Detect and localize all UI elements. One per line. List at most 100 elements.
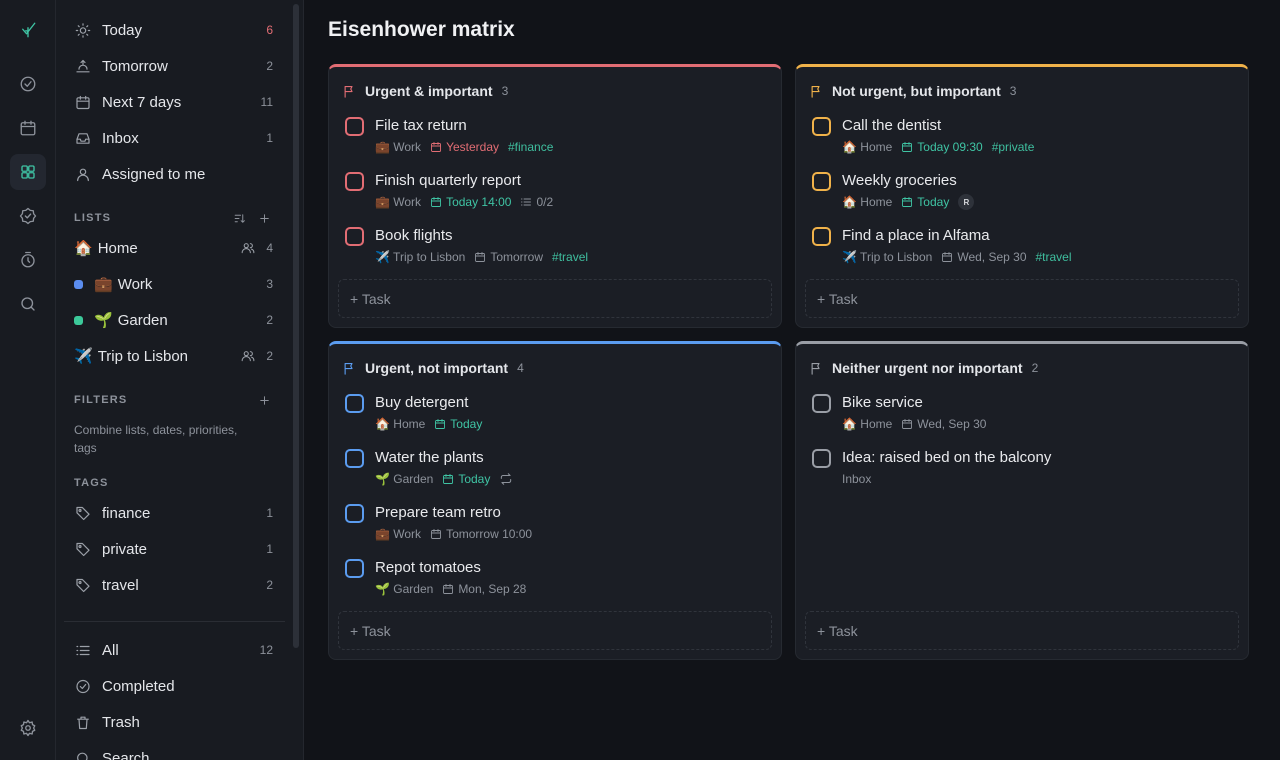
nav-item[interactable]: Completed: [56, 668, 303, 704]
action-button[interactable]: [258, 394, 271, 407]
nav-item[interactable]: All 12: [56, 632, 303, 668]
add-task[interactable]: + Task: [338, 611, 772, 650]
nav-item[interactable]: Inbox 1: [56, 120, 303, 156]
nav-item[interactable]: Next 7 days 11: [56, 84, 303, 120]
rail-button[interactable]: [10, 154, 46, 190]
checkbox[interactable]: [345, 394, 364, 413]
checkbox[interactable]: [812, 394, 831, 413]
meta-list: 🏠 Home: [375, 417, 425, 431]
meta-date: Today: [901, 195, 949, 209]
rail-button[interactable]: [10, 286, 46, 322]
rail-button[interactable]: [10, 242, 46, 278]
task[interactable]: Bike service 🏠 Home Wed, Sep 30: [796, 392, 1248, 447]
checkbox[interactable]: [345, 449, 364, 468]
meta-date: Today: [434, 417, 482, 431]
task-title: Idea: raised bed on the balcony: [842, 449, 1052, 466]
nav-item[interactable]: Tomorrow 2: [56, 48, 303, 84]
label: Today: [102, 21, 143, 39]
checkbox[interactable]: [812, 227, 831, 246]
icon: [809, 84, 824, 99]
quadrant-header: Urgent & important 3: [329, 67, 781, 115]
meta-subtasks: 0/2: [520, 195, 553, 209]
meta-text: #travel: [1035, 250, 1072, 264]
count: 2: [266, 578, 273, 592]
task[interactable]: Book flights ✈️ Trip to Lisbon Tomorrow #tr…: [329, 225, 781, 280]
icon: [19, 75, 37, 93]
task[interactable]: Repot tomatoes 🌱 Garden Mon, Sep 28: [329, 557, 781, 612]
task[interactable]: Find a place in Alfama ✈️ Trip to Lisbon W…: [796, 225, 1248, 280]
count: 2: [266, 349, 273, 363]
meta-text: 🏠 Home: [842, 140, 893, 154]
checkbox[interactable]: [345, 227, 364, 246]
icon: [19, 21, 37, 39]
icon: [75, 505, 91, 522]
rail-button[interactable]: [10, 12, 46, 48]
nav-item[interactable]: private 1: [56, 531, 303, 567]
meta-text: 🏠 Home: [842, 417, 893, 431]
meta-date: Tomorrow 10:00: [430, 527, 532, 541]
rail-button[interactable]: [10, 66, 46, 102]
task[interactable]: Call the dentist 🏠 Home Today 09:30 #privat…: [796, 115, 1248, 170]
icon: [430, 528, 442, 540]
task[interactable]: Buy detergent 🏠 Home Today: [329, 392, 781, 447]
nav-item[interactable]: finance 1: [56, 495, 303, 531]
checkbox[interactable]: [345, 559, 364, 578]
add-task[interactable]: + Task: [805, 279, 1239, 318]
list-item[interactable]: 🏠 Home 4: [56, 230, 303, 266]
task[interactable]: Water the plants 🌱 Garden Today: [329, 447, 781, 502]
checkbox[interactable]: [812, 449, 831, 468]
label: Garden: [117, 311, 168, 329]
list-item[interactable]: 💼 Work 3: [56, 266, 303, 302]
checkbox[interactable]: [812, 117, 831, 136]
task[interactable]: Prepare team retro 💼 Work Tomorrow 10:00: [329, 502, 781, 557]
icon: [520, 196, 532, 208]
quadrant-count: 4: [517, 361, 524, 375]
task[interactable]: File tax return 💼 Work Yesterday #finance: [329, 115, 781, 170]
task[interactable]: Weekly groceries 🏠 Home Today R: [796, 170, 1248, 225]
task[interactable]: Finish quarterly report 💼 Work Today 14:00…: [329, 170, 781, 225]
icon: [474, 251, 486, 263]
label: private: [102, 540, 148, 558]
nav-item[interactable]: Search: [56, 740, 303, 760]
meta-list: 🌱 Garden: [375, 582, 433, 596]
meta-text: 💼 Work: [375, 140, 422, 154]
label: Inbox: [102, 129, 139, 147]
page-title: Eisenhower matrix: [328, 18, 515, 41]
label: Next 7 days: [102, 93, 182, 111]
add-task[interactable]: + Task: [338, 279, 772, 318]
action-button[interactable]: [233, 212, 246, 225]
icon: [442, 583, 454, 595]
meta-text: Mon, Sep 28: [458, 582, 527, 596]
rail-button[interactable]: [10, 198, 46, 234]
rail-button[interactable]: [10, 110, 46, 146]
task-meta: 🌱 Garden Today: [375, 469, 781, 489]
meta-date: Today: [442, 472, 490, 486]
meta-list: 💼 Work: [375, 195, 421, 209]
icon: [75, 750, 91, 760]
rail-button[interactable]: [10, 710, 46, 746]
list-item[interactable]: ✈️ Trip to Lisbon 2: [56, 338, 303, 374]
icon: [75, 678, 91, 695]
nav-item[interactable]: travel 2: [56, 567, 303, 603]
action-button[interactable]: [258, 212, 271, 225]
checkbox[interactable]: [812, 172, 831, 191]
meta-date: Yesterday: [430, 140, 499, 154]
list-item[interactable]: 🌱 Garden 2: [56, 302, 303, 338]
quadrant: Urgent, not important 4 Buy detergent 🏠 Hom…: [328, 341, 782, 660]
nav-item[interactable]: Assigned to me: [56, 156, 303, 192]
checkbox[interactable]: [345, 172, 364, 191]
checkbox[interactable]: [345, 504, 364, 523]
meta-text: 💼 Work: [375, 527, 422, 541]
icon: [19, 719, 37, 737]
nav-item[interactable]: Today 6: [56, 12, 303, 48]
nav-item[interactable]: Trash: [56, 704, 303, 740]
task[interactable]: Idea: raised bed on the balcony Inbox: [796, 447, 1248, 502]
quadrant-count: 3: [1009, 84, 1017, 98]
add-task[interactable]: + Task: [805, 611, 1239, 650]
quadrant: Neither urgent nor important 2 Bike servic…: [795, 341, 1249, 660]
icon: [233, 212, 246, 225]
checkbox[interactable]: [345, 117, 364, 136]
icon: [75, 166, 91, 183]
meta-text: Today: [917, 195, 950, 209]
sidebar: Today 6 Tomorrow 2 Next 7 days 11 Inbox 1 Assign…: [56, 0, 304, 760]
